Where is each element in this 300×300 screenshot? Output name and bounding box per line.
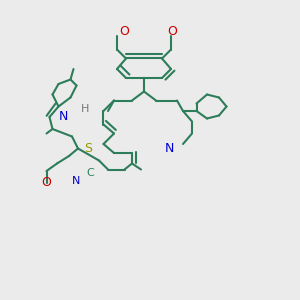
- Text: N: N: [165, 142, 174, 155]
- Text: O: O: [42, 176, 51, 190]
- Text: N: N: [71, 176, 80, 186]
- Text: O: O: [168, 25, 177, 38]
- Text: S: S: [85, 142, 92, 155]
- Text: H: H: [81, 103, 90, 114]
- Text: N: N: [58, 110, 68, 124]
- Text: C: C: [86, 167, 94, 178]
- Text: O: O: [120, 25, 129, 38]
